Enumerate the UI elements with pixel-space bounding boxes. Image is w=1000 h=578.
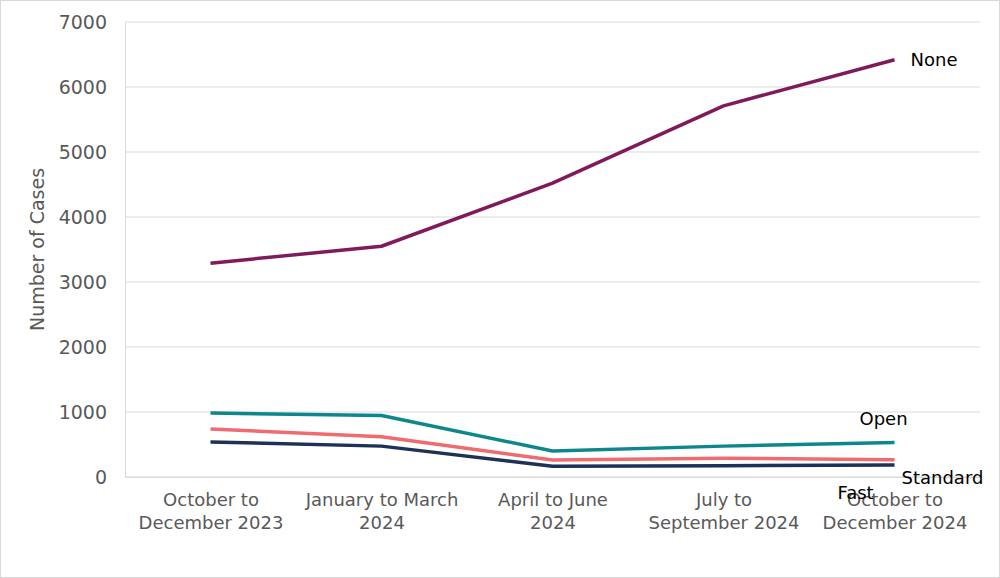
y-tick: 0: [95, 466, 125, 488]
series-label: Open: [860, 408, 908, 429]
x-tick: April to June2024: [498, 477, 608, 533]
y-tick-label: 6000: [59, 76, 107, 98]
y-tick: 7000: [59, 11, 125, 33]
grid-line: [125, 347, 980, 348]
grid-line: [125, 152, 980, 153]
y-axis: 0 1000 2000 3000 4000 5000 6000 7000: [59, 11, 126, 488]
y-tick-label: 2000: [59, 336, 107, 358]
series-label: None: [911, 49, 958, 70]
frame: [1, 1, 1000, 578]
grid-line: [125, 22, 980, 23]
series-label: Fast: [838, 482, 874, 503]
series-line: [211, 442, 895, 466]
x-tick: October toDecember 2023: [139, 477, 284, 533]
y-tick-label: 0: [95, 466, 107, 488]
x-tick-label: January to March2024: [305, 489, 459, 533]
y-tick: 1000: [59, 401, 125, 423]
y-axis-title: Number of Cases: [26, 168, 48, 331]
y-tick: 3000: [59, 271, 125, 293]
x-tick: January to March2024: [305, 477, 459, 533]
x-axis-line: [126, 477, 981, 478]
y-tick-label: 1000: [59, 401, 107, 423]
grid-line: [125, 477, 980, 478]
chart: 0 1000 2000 3000 4000 5000 6000 7000 October toD…: [0, 0, 1000, 578]
x-tick-label: April to June2024: [498, 489, 608, 533]
y-tick-label: 7000: [59, 11, 107, 33]
y-tick: 4000: [59, 206, 125, 228]
y-axis-line: [125, 23, 126, 478]
y-tick: 6000: [59, 76, 125, 98]
y-tick: 2000: [59, 336, 125, 358]
grid: [125, 22, 980, 477]
x-tick: July toSeptember 2024: [648, 477, 799, 533]
y-tick-label: 3000: [59, 271, 107, 293]
y-tick-label: 4000: [59, 206, 107, 228]
series-line: [211, 60, 895, 263]
plot-area: [211, 60, 895, 467]
grid-line: [125, 217, 980, 218]
series-label: Standard: [902, 467, 984, 488]
grid-line: [125, 87, 980, 88]
y-tick-label: 5000: [59, 141, 107, 163]
grid-line: [125, 282, 980, 283]
x-axis: October toDecember 2023 January to March2…: [126, 477, 981, 533]
y-tick: 5000: [59, 141, 125, 163]
x-tick-label: July toSeptember 2024: [648, 489, 799, 533]
x-tick-label: October toDecember 2023: [139, 489, 284, 533]
